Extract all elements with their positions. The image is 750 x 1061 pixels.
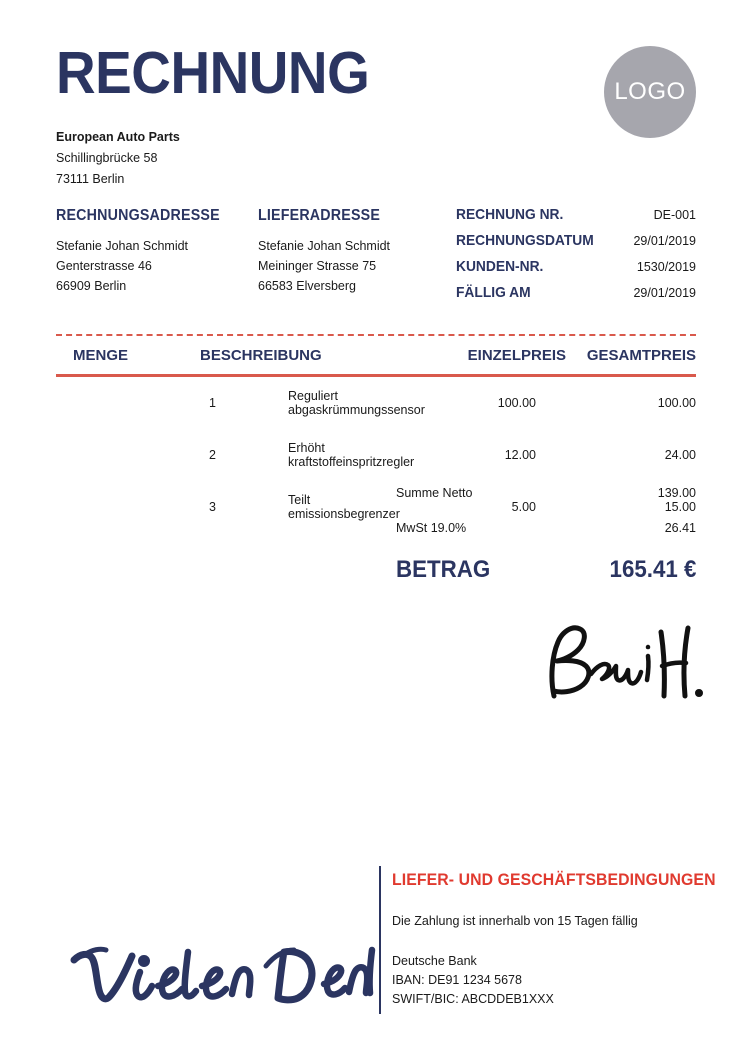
signature-image [528,608,718,718]
table-header-rule [56,374,696,377]
table-row: 1 Reguliert abgaskrümmungssensor 100.00 … [56,377,696,429]
invoice-meta-block: RECHNUNG NR. DE-001 RECHNUNGSDATUM 29/01… [456,206,696,310]
cell-unit-price: 5.00 [511,500,536,514]
billing-city: 66909 Berlin [56,279,127,293]
table-row: 3 Teilt emissionsbegrenzer 5.00 15.00 [56,481,696,533]
meta-value: 1530/2019 [636,260,696,274]
bank-details: Deutsche Bank IBAN: DE91 1234 5678 SWIFT… [392,952,712,1009]
totals-block: Summe Netto 139.00 MwSt 19.0% 26.41 BETR… [396,486,696,605]
shipping-address-heading: LIEFERADRESSE [258,207,381,224]
billing-name: Stefanie Johan Schmidt [56,239,189,253]
column-header-description: BESCHREIBUNG [200,347,322,364]
cell-description: Erhöht kraftstoffeinspritzregler [288,441,415,469]
totals-row-tax: MwSt 19.0% 26.41 [396,521,696,535]
meta-label: FÄLLIG AM [456,284,531,301]
meta-row-invoice-number: RECHNUNG NR. DE-001 [456,206,696,223]
column-header-total-price: GESAMTPREIS [586,347,696,364]
bank-name: Deutsche Bank [392,954,477,968]
company-street: Schillingbrücke 58 [56,151,158,165]
payment-note: Die Zahlung ist innerhalb von 15 Tagen f… [392,914,638,928]
subtotal-label: Summe Netto [396,486,473,500]
meta-label: RECHNUNGSDATUM [456,232,594,249]
column-header-quantity: MENGE [72,347,128,364]
meta-row-customer-number: KUNDEN-NR. 1530/2019 [456,258,696,275]
cell-quantity: 3 [209,500,216,514]
meta-label: RECHNUNG NR. [456,206,564,223]
meta-value: 29/01/2019 [633,286,696,300]
meta-value: 29/01/2019 [633,234,696,248]
table-header-row: MENGE BESCHREIBUNG EINZELPREIS GESAMTPRE… [56,336,696,374]
tax-label: MwSt 19.0% [396,521,467,535]
grand-total-value: 165.41 € [609,556,696,583]
totals-row-grand-total: BETRAG 165.41 € [396,556,696,584]
cell-total-price: 100.00 [657,396,696,410]
company-name: European Auto Parts [56,130,180,144]
cell-description: Teilt emissionsbegrenzer [288,493,400,521]
cell-total-price: 24.00 [664,448,696,462]
table-top-rule [56,334,696,336]
billing-address-heading: RECHNUNGSADRESSE [56,207,220,224]
column-header-unit-price: EINZELPREIS [467,347,566,364]
table-row: 2 Erhöht kraftstoffeinspritzregler 12.00… [56,429,696,481]
cell-quantity: 2 [209,448,216,462]
cell-quantity: 1 [209,396,216,410]
meta-row-invoice-date: RECHNUNGSDATUM 29/01/2019 [456,232,696,249]
shipping-street: Meininger Strasse 75 [258,259,377,273]
cell-description: Reguliert abgaskrümmungssensor [288,389,425,417]
logo-label: LOGO [614,78,686,105]
shipping-city: 66583 Elversberg [258,279,356,293]
billing-address-block: RECHNUNGSADRESSE Stefanie Johan Schmidt … [56,206,234,296]
company-city: 73111 Berlin [56,172,125,186]
totals-row-subtotal: Summe Netto 139.00 [396,486,696,500]
line-items-table: MENGE BESCHREIBUNG EINZELPREIS GESAMTPRE… [56,334,696,533]
cell-unit-price: 12.00 [504,448,536,462]
thank-you-script [66,938,378,1018]
cell-unit-price: 100.00 [497,396,536,410]
subtotal-value: 139.00 [657,486,696,500]
bank-iban: IBAN: DE91 1234 5678 [392,973,522,987]
meta-value: DE-001 [653,208,696,222]
shipping-address-block: LIEFERADRESSE Stefanie Johan Schmidt Mei… [258,206,391,296]
logo-placeholder: LOGO [604,46,696,138]
meta-label: KUNDEN-NR. [456,258,544,275]
page-title: RECHNUNG [56,40,370,106]
cell-total-price: 15.00 [664,500,696,514]
company-block: European Auto Parts Schillingbrücke 58 7… [56,127,180,190]
terms-heading: LIEFER- UND GESCHÄFTSBEDINGUNGEN [392,870,716,889]
tax-value: 26.41 [664,521,696,535]
footer-divider [379,866,381,1014]
shipping-name: Stefanie Johan Schmidt [258,239,391,253]
billing-street: Genterstrasse 46 [56,259,152,273]
grand-total-label: BETRAG [396,556,491,583]
meta-row-due-date: FÄLLIG AM 29/01/2019 [456,284,696,301]
terms-block: LIEFER- UND GESCHÄFTSBEDINGUNGEN Die Zah… [392,870,716,1009]
bank-swift: SWIFT/BIC: ABCDDEB1XXX [392,992,554,1006]
